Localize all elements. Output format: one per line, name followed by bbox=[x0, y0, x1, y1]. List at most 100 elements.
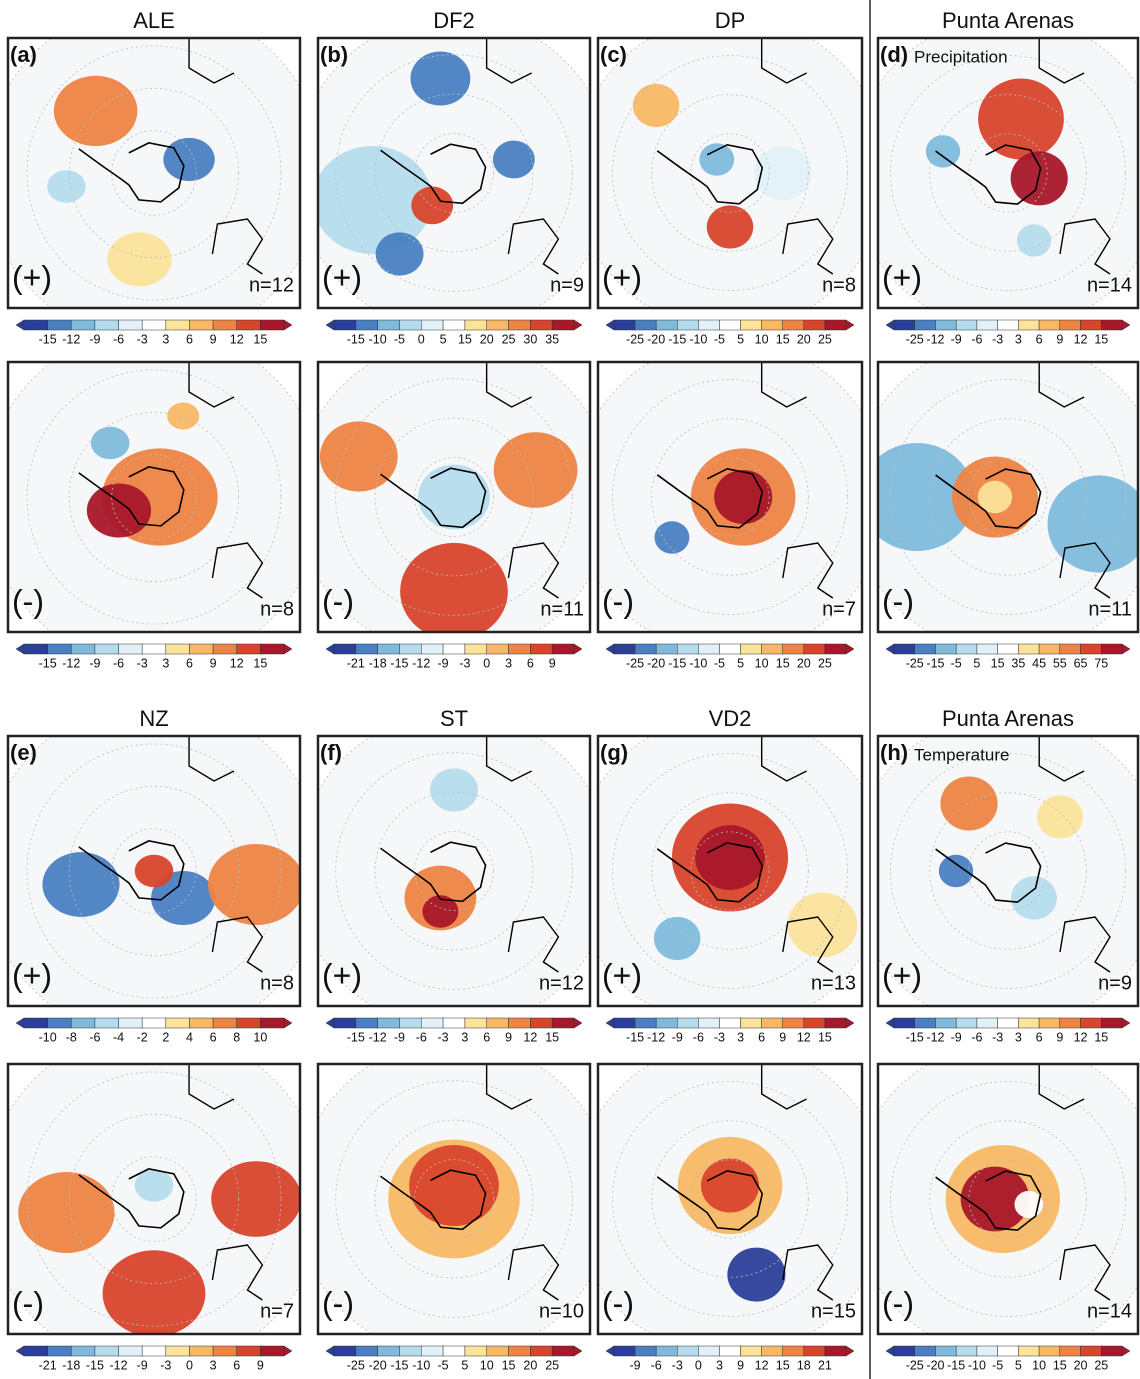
colorbar-segment bbox=[212, 1345, 237, 1357]
colorbar-segment bbox=[761, 643, 783, 655]
colorbar-tick-label: -9 bbox=[89, 656, 100, 670]
sign-label: (-) bbox=[882, 583, 914, 619]
colorbar-tick-label: 10 bbox=[253, 1030, 267, 1044]
panel-frame bbox=[6, 36, 302, 310]
colorbar-tick-label: 3 bbox=[461, 1030, 468, 1044]
antarctica bbox=[78, 466, 185, 527]
latitude-ring bbox=[690, 1159, 770, 1239]
colorbar-tick-label: -3 bbox=[160, 1358, 171, 1372]
colorbar-tick-label: 6 bbox=[483, 1030, 490, 1044]
sign-label: (-) bbox=[12, 1285, 44, 1321]
map bbox=[598, 362, 862, 632]
colorbar-tick-label: -10 bbox=[689, 656, 707, 670]
colorbar-end bbox=[845, 319, 855, 331]
anomaly bbox=[1047, 475, 1138, 573]
colorbar-tick-label: 20 bbox=[523, 1358, 537, 1372]
colorbar-segment bbox=[893, 319, 915, 331]
colorbar-tick-label: 9 bbox=[1056, 1030, 1063, 1044]
colorbar-segment bbox=[613, 1345, 636, 1357]
colorbar-tick-label: -6 bbox=[971, 1030, 982, 1044]
latitude-ring bbox=[68, 87, 240, 259]
colorbar-end bbox=[605, 1345, 615, 1357]
anomaly bbox=[167, 402, 200, 430]
colorbar-segment bbox=[955, 1345, 978, 1357]
colorbar-tick-label: -3 bbox=[137, 332, 148, 346]
anomaly bbox=[1037, 795, 1083, 839]
panel-frame bbox=[316, 36, 592, 310]
colorbar-tick-label: -3 bbox=[459, 656, 470, 670]
latitude-ring bbox=[929, 94, 1087, 252]
colorbar-tick-label: 9 bbox=[1056, 332, 1063, 346]
n-label: n=8 bbox=[260, 598, 294, 620]
panel-frame bbox=[596, 36, 864, 310]
map bbox=[878, 362, 1138, 632]
colorbar-end bbox=[605, 1017, 615, 1029]
map bbox=[8, 362, 300, 632]
colorbar-tick-label: -25 bbox=[626, 656, 644, 670]
anomaly bbox=[695, 825, 765, 890]
panel-frame bbox=[876, 1062, 1140, 1336]
colorbar-segment bbox=[719, 319, 741, 331]
colorbar-tick-label: -12 bbox=[926, 1030, 944, 1044]
colorbar-segment bbox=[551, 1017, 575, 1029]
colorbar-segment bbox=[260, 643, 285, 655]
colorbar-segment bbox=[824, 1345, 847, 1357]
latitude-ring bbox=[414, 1159, 494, 1239]
colorbar-segment bbox=[464, 1017, 487, 1029]
colorbar-tick-label: -3 bbox=[672, 1358, 683, 1372]
sign-label: (+) bbox=[882, 259, 922, 295]
colorbar-segment bbox=[698, 643, 720, 655]
colorbar-segment bbox=[740, 1345, 762, 1357]
latitude-ring bbox=[890, 379, 1126, 615]
colorbar-tick-label: -6 bbox=[971, 332, 982, 346]
colorbar-tick-label: 12 bbox=[1074, 332, 1088, 346]
colorbar-segment bbox=[377, 643, 400, 655]
colorbar-segment bbox=[47, 1345, 72, 1357]
colorbar-segment bbox=[486, 1017, 509, 1029]
colorbar-end bbox=[325, 643, 335, 655]
colorbar-segment bbox=[260, 319, 285, 331]
latitude-ring bbox=[111, 1156, 197, 1242]
colorbar-tick-label: -15 bbox=[86, 1358, 104, 1372]
colorbar-tick-label: 0 bbox=[418, 332, 425, 346]
colorbar-end bbox=[15, 1345, 25, 1357]
latitude-ring bbox=[111, 454, 197, 540]
colorbar-segment bbox=[677, 1017, 699, 1029]
colorbar-segment bbox=[1080, 319, 1102, 331]
colorbar-segment bbox=[935, 1017, 957, 1029]
continent bbox=[485, 38, 560, 275]
map bbox=[318, 362, 590, 632]
panel-letter: (e) bbox=[10, 740, 37, 765]
antarctica bbox=[380, 467, 487, 529]
colorbar-tick-label: -15 bbox=[668, 332, 686, 346]
panel-frame bbox=[316, 734, 592, 1008]
colorbar-tick-label: 6 bbox=[186, 656, 193, 670]
panel-frame bbox=[6, 734, 302, 1008]
colorbar-tick-label: -2 bbox=[137, 1030, 148, 1044]
panel-letter: (f) bbox=[320, 740, 342, 765]
colorbar-tick-label: 12 bbox=[230, 332, 244, 346]
anomaly bbox=[134, 854, 174, 888]
colorbar-segment bbox=[442, 1345, 466, 1357]
latitude-ring bbox=[890, 55, 1126, 291]
colorbar-segment bbox=[893, 1017, 915, 1029]
colorbar-tick-label: -15 bbox=[626, 1030, 644, 1044]
panel-frame bbox=[876, 360, 1140, 634]
colorbar-end bbox=[283, 1017, 293, 1029]
colorbar-segment bbox=[1038, 319, 1061, 331]
colorbar-tick-label: -3 bbox=[714, 1030, 725, 1044]
colorbar-end bbox=[573, 643, 583, 655]
colorbar-tick-label: -15 bbox=[390, 656, 408, 670]
antarctica bbox=[380, 143, 487, 205]
panel-letter: (a) bbox=[10, 42, 37, 67]
anomaly bbox=[151, 871, 216, 925]
panel-title: DP bbox=[715, 8, 746, 33]
n-label: n=9 bbox=[1098, 972, 1132, 994]
colorbar-tick-label: -3 bbox=[992, 332, 1003, 346]
sign-label: (-) bbox=[12, 583, 44, 619]
colorbar-segment bbox=[976, 643, 998, 655]
latitude-ring bbox=[651, 418, 809, 576]
sign-label: (+) bbox=[322, 957, 362, 993]
colorbar-tick-label: 15 bbox=[818, 1030, 832, 1044]
